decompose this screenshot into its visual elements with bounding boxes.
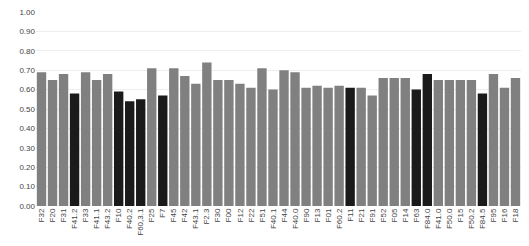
svg-text:F44: F44 (280, 208, 289, 222)
svg-text:F52: F52 (379, 208, 388, 222)
svg-text:0.90: 0.90 (19, 27, 35, 36)
svg-text:F50.2: F50.2 (467, 208, 476, 229)
svg-text:F11: F11 (346, 208, 355, 222)
svg-text:F22: F22 (247, 208, 256, 222)
svg-text:F00: F00 (225, 208, 234, 222)
svg-text:F84.0: F84.0 (423, 208, 432, 229)
svg-text:F13: F13 (313, 208, 322, 222)
svg-text:0.20: 0.20 (19, 163, 35, 172)
svg-text:F45: F45 (169, 208, 178, 222)
svg-text:F40.2: F40.2 (125, 208, 134, 229)
svg-text:F33: F33 (81, 208, 90, 222)
svg-text:F51: F51 (258, 208, 267, 222)
svg-text:F43.1: F43.1 (191, 208, 200, 229)
svg-text:0.60: 0.60 (19, 85, 35, 94)
svg-text:F40.0: F40.0 (291, 208, 300, 229)
svg-text:F43.2: F43.2 (103, 208, 112, 229)
svg-text:F7: F7 (158, 208, 167, 218)
svg-text:F05: F05 (390, 208, 399, 222)
svg-text:0.50: 0.50 (19, 105, 35, 114)
svg-text:F90: F90 (302, 208, 311, 222)
svg-text:F91: F91 (368, 208, 377, 222)
svg-text:F15: F15 (456, 208, 465, 222)
svg-text:F60,3.1: F60,3.1 (136, 208, 145, 236)
svg-text:F42: F42 (180, 208, 189, 222)
svg-text:0.30: 0.30 (19, 144, 35, 153)
svg-text:F14: F14 (401, 208, 410, 222)
svg-text:F20: F20 (48, 208, 57, 222)
svg-text:0.10: 0.10 (19, 182, 35, 191)
svg-text:F18: F18 (511, 208, 520, 222)
svg-text:F30: F30 (213, 208, 222, 222)
svg-text:F63: F63 (412, 208, 421, 222)
svg-text:F32: F32 (37, 208, 46, 222)
svg-text:0.80: 0.80 (19, 47, 35, 56)
svg-text:1.00: 1.00 (19, 8, 35, 17)
svg-text:F16: F16 (500, 208, 509, 222)
svg-text:0.70: 0.70 (19, 66, 35, 75)
svg-text:0.00: 0.00 (19, 202, 35, 211)
svg-text:F41.2: F41.2 (70, 208, 79, 229)
svg-text:F10: F10 (114, 208, 123, 222)
svg-text:F2.3: F2.3 (202, 208, 211, 225)
svg-text:F41.0: F41.0 (434, 208, 443, 229)
svg-text:0.40: 0.40 (19, 124, 35, 133)
svg-text:F50.0: F50.0 (445, 208, 454, 229)
svg-text:F84.5: F84.5 (478, 208, 487, 229)
svg-text:F25: F25 (147, 208, 156, 222)
svg-text:F60.2: F60.2 (335, 208, 344, 229)
svg-text:F01: F01 (324, 208, 333, 222)
svg-text:F95: F95 (489, 208, 498, 222)
svg-text:F21: F21 (357, 208, 366, 222)
svg-text:F12: F12 (236, 208, 245, 222)
svg-text:F31: F31 (59, 208, 68, 222)
svg-text:F40.1: F40.1 (269, 208, 278, 229)
svg-text:F41.1: F41.1 (92, 208, 101, 229)
